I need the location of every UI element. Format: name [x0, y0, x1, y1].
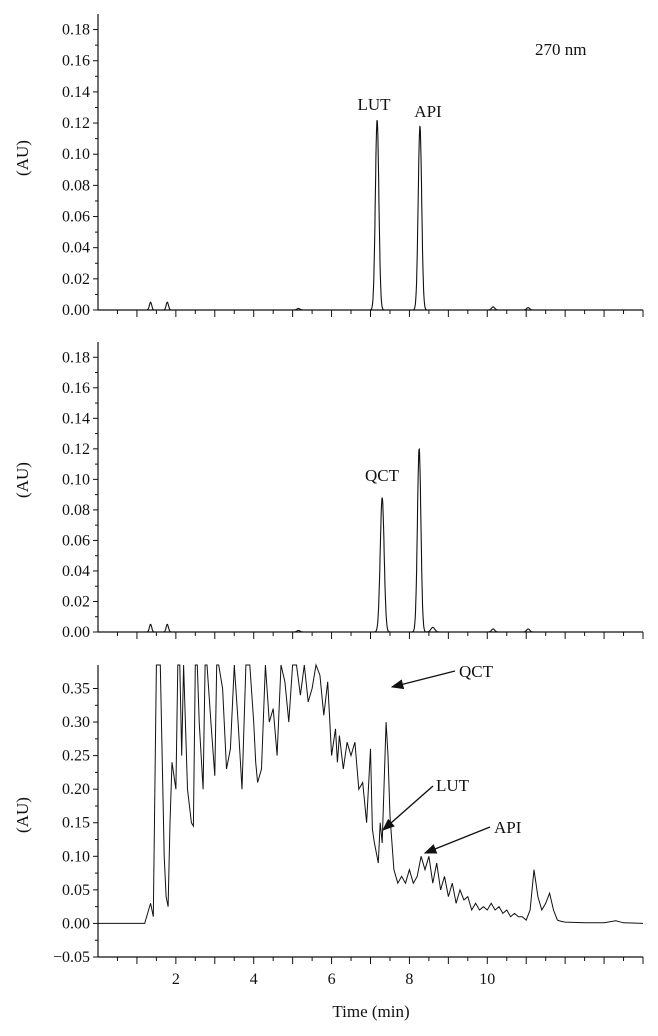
y-tick-label: 0.00	[62, 624, 90, 641]
panel-top: 0.00 0.02 0.04 0.06 0.08 0.10 0.12 0.14 0.16 0.18…	[13, 14, 644, 319]
y-tick-label: 0.08	[62, 177, 90, 194]
y-tick-label: 0.04	[62, 240, 90, 257]
y-tick-label: 0.35	[62, 680, 90, 697]
y-tick-label: 0.12	[62, 115, 90, 132]
panel-middle-axes	[97, 342, 643, 633]
y-tick-label: 0.18	[62, 349, 90, 366]
panel-middle-y-axis-label: (AU)	[13, 462, 32, 498]
y-tick-label: 0.00	[62, 302, 90, 319]
y-tick-label: 0.18	[62, 22, 90, 39]
arrow-lut	[382, 785, 434, 831]
x-tick-label: 6	[328, 971, 336, 988]
panel-middle-x-ticks	[116, 632, 644, 639]
panel-bottom: −0.05 0.00 0.05 0.10 0.15 0.20 0.25 0.30 0.35 2 4…	[13, 662, 644, 1021]
y-tick-label: 0.02	[62, 593, 90, 610]
x-tick-label: 2	[172, 971, 180, 988]
y-tick-label: 0.00	[62, 915, 90, 932]
y-tick-label: 0.12	[62, 441, 90, 458]
wavelength-label: 270 nm	[535, 40, 586, 59]
y-tick-label: 0.08	[62, 502, 90, 519]
panel-bottom-y-ticks: −0.05 0.00 0.05 0.10 0.15 0.20 0.25 0.30 0.35	[53, 680, 98, 966]
panel-bottom-x-ticks: 2 4 6 8 10	[116, 957, 644, 988]
x-tick-label: 8	[405, 971, 413, 988]
panel-top-x-ticks	[116, 310, 644, 317]
x-tick-label: 10	[479, 971, 495, 988]
y-tick-label: 0.10	[62, 471, 90, 488]
y-tick-label: 0.16	[62, 380, 90, 397]
y-tick-label: 0.05	[62, 882, 90, 899]
annotation-lut: LUT	[357, 95, 391, 114]
panel-top-y-ticks: 0.00 0.02 0.04 0.06 0.08 0.10 0.12 0.14 0.16 0.18	[62, 22, 98, 319]
y-tick-label: 0.10	[62, 848, 90, 865]
y-tick-label: 0.15	[62, 815, 90, 832]
arrow-api	[423, 826, 491, 854]
panel-middle-trace	[98, 447, 643, 633]
annotation-qct: QCT	[365, 466, 400, 485]
panel-bottom-axes	[97, 665, 643, 958]
y-tick-label: 0.30	[62, 714, 90, 731]
x-tick-label: 4	[250, 971, 258, 988]
y-tick-label: 0.02	[62, 271, 90, 288]
panel-bottom-y-axis-label: (AU)	[13, 797, 32, 833]
y-tick-label: 0.25	[62, 748, 90, 765]
y-tick-label: 0.14	[62, 84, 90, 101]
y-tick-label: 0.06	[62, 532, 90, 549]
annotation-qct: QCT	[459, 662, 494, 681]
panel-middle-y-ticks: 0.00 0.02 0.04 0.06 0.08 0.10 0.12 0.14 0.16 0.18	[62, 349, 98, 641]
y-tick-label: 0.16	[62, 53, 90, 70]
annotation-api: API	[494, 818, 522, 837]
panel-bottom-trace	[98, 663, 644, 924]
y-tick-label: 0.20	[62, 781, 90, 798]
y-tick-label: 0.06	[62, 209, 90, 226]
y-tick-label: 0.10	[62, 146, 90, 163]
panel-top-trace	[98, 119, 643, 311]
annotation-lut: LUT	[436, 776, 470, 795]
panel-middle: 0.00 0.02 0.04 0.06 0.08 0.10 0.12 0.14 0.16 0.18…	[13, 342, 644, 641]
y-tick-label: 0.14	[62, 410, 90, 427]
arrow-qct	[390, 670, 456, 690]
y-tick-label: −0.05	[53, 949, 90, 966]
x-axis-label: Time (min)	[332, 1002, 409, 1021]
panel-top-y-axis-label: (AU)	[13, 140, 32, 176]
annotation-api: API	[414, 102, 442, 121]
y-tick-label: 0.04	[62, 563, 90, 580]
